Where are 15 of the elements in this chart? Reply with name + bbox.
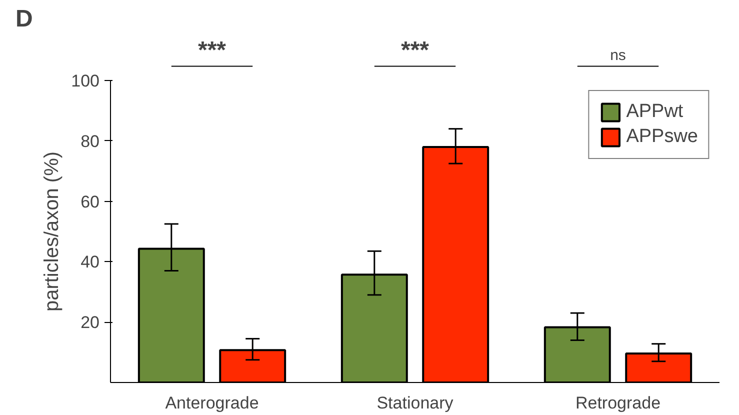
y-tick-label: 80	[80, 132, 100, 151]
text: ns	[610, 47, 626, 64]
text: D	[16, 6, 33, 32]
y-tick-label: 20	[80, 313, 100, 332]
y-tick-label: 100	[71, 72, 100, 90]
x-tick-label: Anterograde	[165, 394, 259, 412]
y-tick-label: 40	[80, 252, 100, 272]
x-tick-label: Stationary	[376, 394, 454, 412]
text: ***	[400, 37, 430, 64]
legend-label: APPswe	[626, 126, 698, 148]
y-axis-title: particles/axon (%)	[41, 151, 64, 312]
y-tick-label: 60	[80, 192, 100, 212]
x-tick-label: Retrograde	[575, 394, 661, 412]
legend-label: APPwt	[626, 101, 684, 123]
text: ***	[198, 37, 227, 64]
